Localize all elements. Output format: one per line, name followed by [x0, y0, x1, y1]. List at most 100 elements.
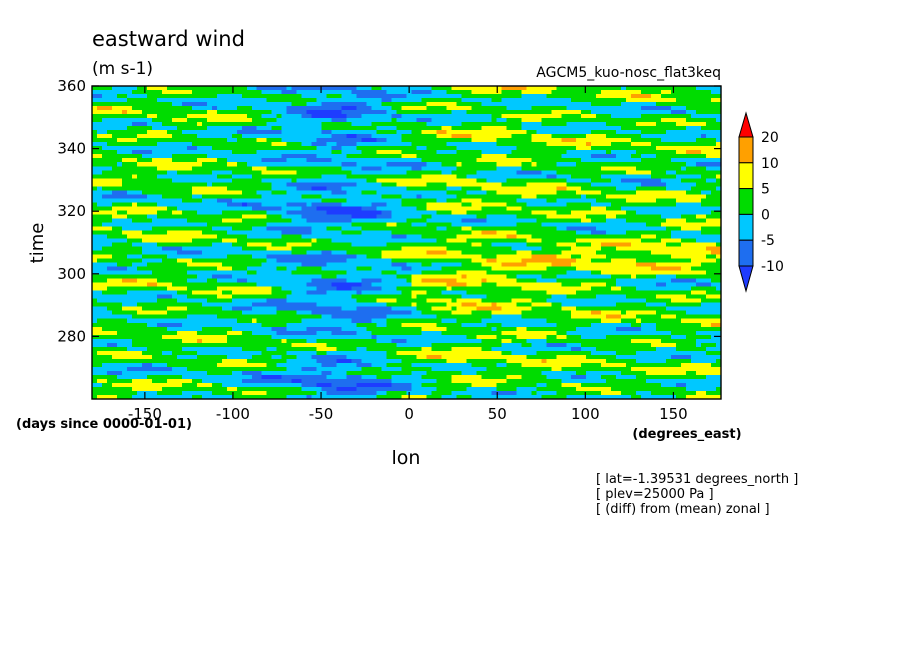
heatmap-cell [221, 118, 228, 123]
heatmap-cell [211, 218, 218, 224]
heatmap-cell [581, 114, 587, 119]
heatmap-cell [546, 186, 552, 191]
heatmap-cell [486, 90, 492, 95]
heatmap-cell [266, 86, 273, 91]
heatmap-cell [106, 106, 113, 111]
heatmap-cell [691, 170, 697, 175]
heatmap-cell [261, 138, 268, 143]
heatmap-cell [426, 242, 433, 248]
heatmap-cell [186, 186, 193, 191]
heatmap-cell [526, 122, 532, 127]
heatmap-cell [386, 158, 393, 163]
heatmap-cell [546, 90, 552, 95]
heatmap-cell [171, 110, 178, 115]
heatmap-cell [506, 90, 512, 95]
heatmap-cell [206, 210, 213, 216]
heatmap-cell [551, 138, 557, 143]
heatmap-cell [181, 182, 188, 187]
heatmap-cell [176, 118, 183, 123]
heatmap-cell [361, 214, 368, 220]
heatmap-cell [221, 226, 228, 232]
heatmap-cell [391, 242, 398, 248]
heatmap-cell [406, 190, 413, 195]
heatmap-cell [276, 214, 283, 220]
heatmap-cell [446, 174, 453, 179]
heatmap-cell [221, 190, 228, 195]
heatmap-cell [531, 110, 537, 115]
heatmap-cell [491, 170, 497, 175]
heatmap-cell [696, 230, 702, 236]
heatmap-cell [116, 90, 123, 95]
heatmap-cell [656, 94, 662, 99]
heatmap-cell [701, 150, 707, 155]
heatmap-cell [431, 170, 438, 175]
heatmap-cell [611, 102, 617, 107]
heatmap-cell [646, 198, 652, 203]
heatmap-cell [491, 194, 497, 199]
heatmap-cell [481, 210, 487, 216]
heatmap-cell [331, 198, 338, 203]
heatmap-cell [366, 214, 373, 220]
heatmap-cell [616, 226, 622, 232]
heatmap-cell [636, 238, 642, 244]
heatmap-cell [576, 198, 582, 203]
heatmap-cell [306, 190, 313, 195]
heatmap-cell [96, 162, 103, 167]
heatmap-cell [611, 230, 617, 236]
heatmap-cell [376, 222, 383, 228]
heatmap-cell [501, 154, 507, 159]
heatmap-cell [481, 182, 487, 187]
heatmap-cell [136, 242, 143, 248]
heatmap-cell [461, 210, 467, 216]
heatmap-cell [526, 174, 532, 179]
heatmap-cell [421, 142, 428, 147]
heatmap-cell [496, 222, 502, 228]
heatmap-cell [536, 226, 542, 232]
heatmap-cell [376, 106, 383, 111]
heatmap-cell [656, 162, 662, 167]
heatmap-cell [691, 110, 697, 115]
heatmap-cell [551, 194, 557, 199]
heatmap-cell [266, 102, 273, 107]
heatmap-cell [241, 230, 248, 236]
heatmap-cell [291, 182, 298, 187]
heatmap-cell [321, 118, 328, 123]
heatmap-cell [541, 178, 547, 183]
heatmap-cell [141, 214, 148, 220]
heatmap-cell [626, 170, 632, 175]
heatmap-cell [471, 190, 477, 195]
heatmap-cell [491, 146, 497, 151]
heatmap-cell [491, 142, 497, 147]
heatmap-cell [716, 162, 721, 167]
heatmap-cell [92, 110, 98, 115]
heatmap-cell [486, 194, 492, 199]
heatmap-cell [376, 158, 383, 163]
heatmap-cell [116, 106, 123, 111]
heatmap-cell [461, 126, 467, 131]
heatmap-cell [361, 238, 368, 244]
heatmap-cell [696, 190, 702, 195]
heatmap-cell [231, 230, 238, 236]
heatmap-cell [126, 106, 133, 111]
heatmap-cell [226, 110, 233, 115]
heatmap-cell [616, 230, 622, 236]
heatmap-cell [501, 138, 507, 143]
heatmap-cell [201, 110, 208, 115]
heatmap-cell [336, 162, 343, 167]
heatmap-cell [461, 146, 467, 151]
heatmap-cell [396, 126, 403, 131]
heatmap-cell [341, 206, 348, 211]
heatmap-cell [561, 158, 567, 163]
heatmap-cell [376, 242, 383, 248]
heatmap-cell [506, 126, 512, 131]
heatmap-cell [486, 242, 492, 248]
heatmap-cell [621, 146, 627, 151]
heatmap-cell [476, 142, 482, 147]
heatmap-cell [461, 170, 467, 175]
heatmap-cell [166, 158, 173, 163]
heatmap-cell [92, 90, 98, 95]
heatmap-cell [686, 154, 692, 159]
heatmap-cell [661, 202, 667, 207]
heatmap-cell [501, 102, 507, 107]
heatmap-cell [501, 206, 507, 211]
